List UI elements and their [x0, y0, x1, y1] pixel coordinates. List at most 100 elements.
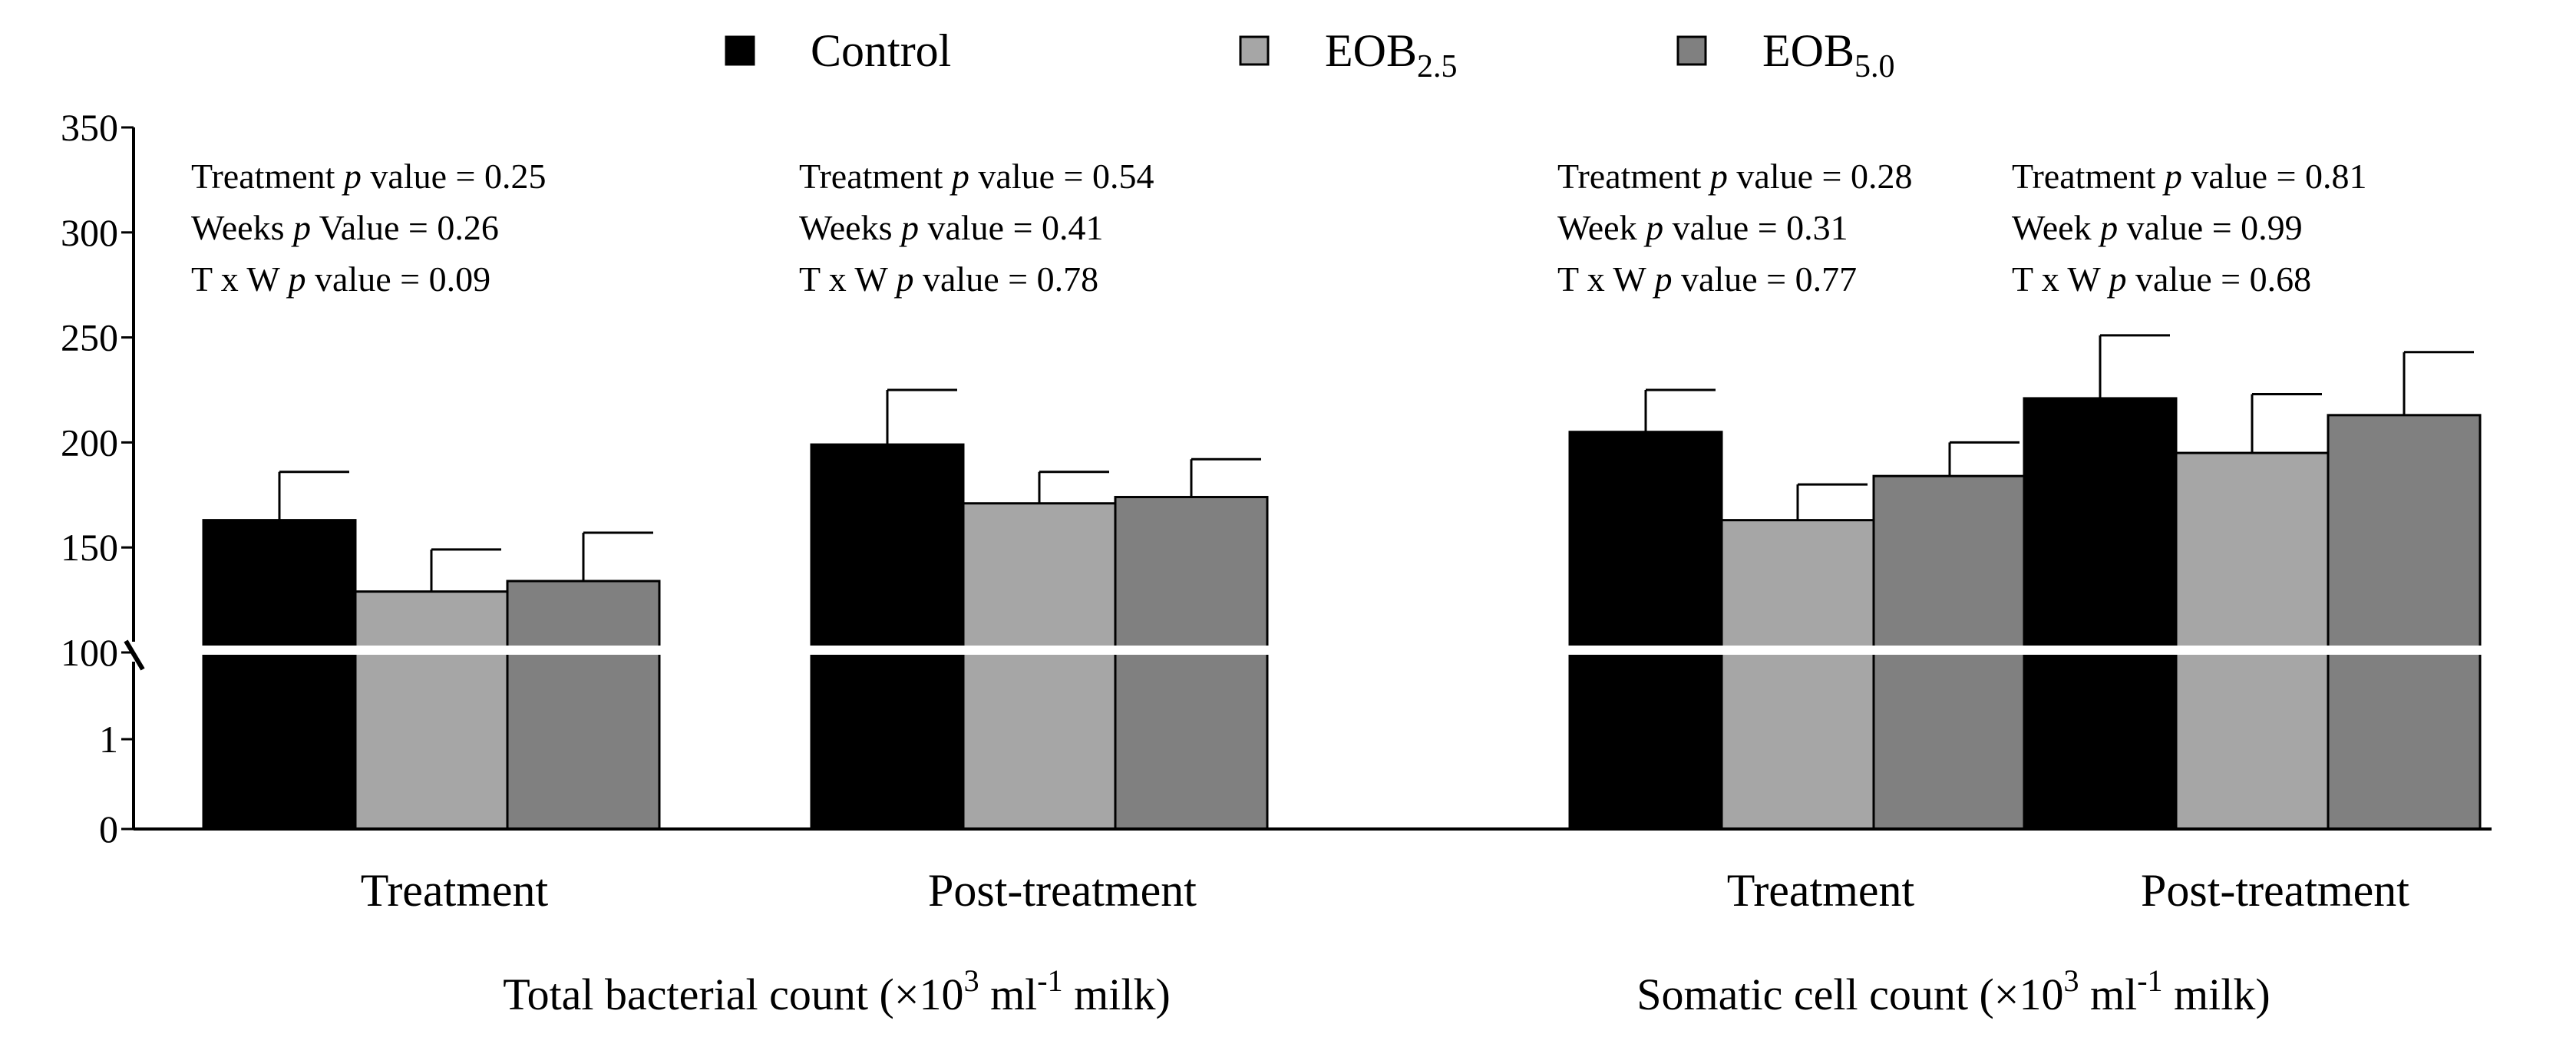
- legend-label-subscript: 5.0: [1854, 49, 1895, 84]
- error-bar: [1644, 388, 1716, 432]
- stat-line: Treatment p value = 0.28: [1557, 157, 1912, 196]
- legend-label-text: EOB: [1325, 25, 1417, 76]
- stat-value: value = 0.09: [306, 259, 491, 299]
- stat-value: value = 0.78: [914, 259, 1099, 299]
- bar: [1720, 519, 1875, 831]
- stat-value: value = 0.81: [2182, 157, 2367, 196]
- bar: [962, 502, 1117, 831]
- stat-p: p: [2098, 208, 2118, 247]
- stat-p: p: [899, 208, 919, 247]
- group-label: Post-treatment: [2141, 865, 2409, 916]
- y-tick-label: 200: [61, 421, 118, 464]
- legend-label: Control: [811, 25, 951, 76]
- error-bar: [1038, 471, 1109, 504]
- error-bar: [1190, 457, 1261, 497]
- section-label-prefix: Total bacterial count (×10: [503, 969, 963, 1019]
- stat-line: Weeks p Value = 0.26: [191, 208, 499, 247]
- section-label-mid: ml: [979, 969, 1038, 1019]
- stat-p: p: [2107, 259, 2127, 299]
- legend-item: EOB5.0: [1676, 25, 1895, 84]
- error-bar: [1948, 441, 2020, 477]
- section-label: Somatic cell count (×103 ml-1 milk): [1636, 963, 2270, 1019]
- legend-item: EOB2.5: [1239, 25, 1458, 84]
- stat-line: Week p value = 0.31: [1557, 208, 1848, 247]
- stat-line: T x W p value = 0.68: [2012, 259, 2311, 299]
- stat-line: Treatment p value = 0.54: [799, 157, 1154, 196]
- bar: [1114, 496, 1269, 831]
- stat-label: T x W: [2012, 259, 2109, 299]
- stat-value: value = 0.41: [919, 208, 1104, 247]
- stat-line: T x W p value = 0.09: [191, 259, 490, 299]
- group-label: Treatment: [361, 865, 549, 916]
- stat-line: Weeks p value = 0.41: [799, 208, 1104, 247]
- stat-line: T x W p value = 0.77: [1557, 259, 1857, 299]
- stat-label: T x W: [191, 259, 289, 299]
- group-label: Post-treatment: [928, 865, 1197, 916]
- stats-layer: Treatment p value = 0.25 Weeks p Value = …: [191, 157, 2366, 299]
- section-label: Total bacterial count (×103 ml-1 milk): [503, 963, 1171, 1019]
- y-tick-label: 300: [61, 211, 118, 254]
- stat-label: Week: [1557, 208, 1646, 247]
- error-bar: [1796, 483, 1868, 520]
- stat-line: Week p value = 0.99: [2012, 208, 2303, 247]
- error-bar: [2251, 392, 2322, 454]
- stat-label: T x W: [799, 259, 897, 299]
- section-label-sup: -1: [1037, 963, 1062, 998]
- stat-value: value = 0.28: [1728, 157, 1913, 196]
- section-label-prefix: Somatic cell count (×10: [1636, 969, 2063, 1019]
- error-bar: [278, 471, 349, 520]
- stat-label: Treatment: [191, 157, 344, 196]
- stat-label: Treatment: [2012, 157, 2165, 196]
- section-label-sup: 3: [2063, 963, 2079, 998]
- stat-p: p: [2162, 157, 2182, 196]
- bar: [506, 580, 661, 831]
- stat-value: value = 0.54: [969, 157, 1154, 196]
- axis-break-band: [135, 646, 2492, 655]
- bar-layer: [135, 397, 2492, 831]
- legend-swatch: [725, 35, 755, 66]
- legend-label-subscript: 2.5: [1417, 49, 1458, 84]
- error-bar: [430, 548, 501, 592]
- error-bar: [886, 388, 957, 445]
- bar: [2327, 414, 2482, 831]
- group-label: Treatment: [1727, 865, 1915, 916]
- bar: [2023, 397, 2178, 831]
- stat-label: Weeks: [191, 208, 293, 247]
- stat-p: p: [286, 259, 306, 299]
- bar: [1568, 431, 1723, 831]
- stat-p: p: [342, 157, 362, 196]
- stat-line: Treatment p value = 0.25: [191, 157, 546, 196]
- chart-legend: Control EOB2.5 EOB5.0: [725, 25, 1895, 84]
- stat-value: value = 0.68: [2127, 259, 2312, 299]
- section-label-sup: 3: [964, 963, 979, 998]
- stat-p: p: [949, 157, 969, 196]
- bar: [354, 590, 509, 831]
- legend-label: EOB2.5: [1325, 25, 1458, 84]
- stat-line: T x W p value = 0.78: [799, 259, 1098, 299]
- stat-label: Treatment: [1557, 157, 1710, 196]
- y-axis: 100 150 200 250 300 350 0 1: [61, 106, 2492, 850]
- stat-p: p: [291, 208, 311, 247]
- section-label-sup: -1: [2137, 963, 2162, 998]
- legend-label-text: Control: [811, 25, 951, 76]
- stat-p: p: [1643, 208, 1663, 247]
- stat-value: Value = 0.26: [311, 208, 499, 247]
- stat-label: Week: [2012, 208, 2100, 247]
- bar: [810, 443, 965, 831]
- y-tick-label: 0: [99, 808, 118, 850]
- y-tick-label: 150: [61, 526, 118, 569]
- stat-value: value = 0.25: [362, 157, 547, 196]
- stat-p: p: [1653, 259, 1673, 299]
- section-label-suffix: milk): [2163, 969, 2271, 1019]
- stat-line: Treatment p value = 0.81: [2012, 157, 2366, 196]
- bar: [202, 519, 357, 831]
- section-label-mid: ml: [2079, 969, 2137, 1019]
- stat-p: p: [1708, 157, 1728, 196]
- section-label-suffix: milk): [1063, 969, 1171, 1019]
- error-bar-layer: [278, 334, 2474, 592]
- y-tick-label: 250: [61, 316, 118, 359]
- legend-label-text: EOB: [1762, 25, 1854, 76]
- legend-label: EOB5.0: [1762, 25, 1895, 84]
- stat-value: value = 0.31: [1663, 208, 1848, 247]
